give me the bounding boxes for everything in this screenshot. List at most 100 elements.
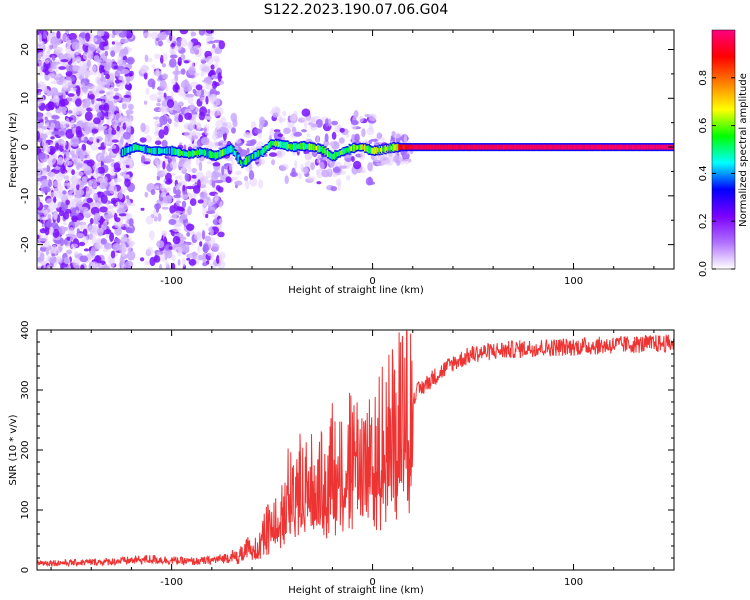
heatmap-cell	[514, 144, 518, 150]
heatmap-point	[210, 64, 215, 70]
heatmap-point	[39, 133, 48, 140]
heatmap-cell	[221, 149, 225, 157]
heatmap-point	[353, 160, 362, 170]
heatmap-point	[105, 79, 111, 89]
heatmap-point	[113, 95, 120, 100]
heatmap-point	[80, 264, 85, 269]
heatmap-point	[211, 133, 218, 141]
heatmap-point	[179, 30, 189, 35]
heatmap-cell	[592, 144, 595, 150]
heatmap-cell	[338, 150, 341, 157]
heatmap-point	[139, 137, 147, 143]
heatmap-point	[59, 140, 67, 147]
heatmap-cell	[342, 148, 345, 155]
heatmap-point	[47, 213, 52, 220]
heatmap-cell	[183, 150, 186, 157]
heatmap-point	[248, 170, 255, 180]
heatmap-point	[128, 70, 134, 77]
heatmap-cell	[594, 144, 597, 150]
heatmap-point	[234, 180, 243, 186]
heatmap-cell	[397, 144, 401, 151]
heatmap-cell	[636, 144, 639, 150]
heatmap-cell	[552, 144, 555, 150]
heatmap-cell	[317, 144, 320, 153]
heatmap-point	[218, 254, 223, 263]
heatmap-point	[187, 96, 194, 105]
heatmap-point	[45, 246, 50, 256]
heatmap-cell	[211, 151, 214, 158]
heatmap-cell	[267, 143, 270, 150]
heatmap-cell	[605, 144, 608, 150]
heatmap-cell	[419, 144, 422, 150]
heatmap-point	[75, 56, 82, 62]
heatmap-cell	[576, 144, 579, 150]
heatmap-point	[161, 187, 169, 195]
heatmap-cell	[285, 141, 288, 150]
heatmap-cell	[555, 144, 558, 150]
heatmap-point	[297, 172, 303, 179]
heatmap-cell	[623, 144, 626, 150]
heatmap-cell	[602, 144, 606, 150]
heatmap-point	[78, 105, 87, 115]
heatmap-point	[146, 246, 154, 256]
heatmap-point	[40, 260, 47, 266]
heatmap-cell	[640, 144, 643, 150]
heatmap-cell	[356, 145, 360, 150]
heatmap-point	[184, 172, 189, 182]
heatmap-cell	[513, 144, 516, 150]
heatmap-point	[51, 244, 58, 254]
heatmap-cell	[629, 144, 632, 150]
heatmap-cell	[346, 147, 349, 153]
heatmap-cell	[424, 144, 427, 150]
heatmap-point	[125, 164, 130, 169]
heatmap-point	[63, 85, 68, 91]
heatmap-cell	[318, 145, 321, 153]
heatmap-cell	[244, 157, 247, 166]
heatmap-point	[218, 40, 226, 50]
heatmap-point	[103, 228, 112, 235]
heatmap-cell	[649, 144, 653, 150]
heatmap-cell	[589, 144, 592, 150]
heatmap-cell	[478, 144, 481, 150]
heatmap-cell	[162, 148, 165, 154]
heatmap-cell	[587, 144, 590, 150]
heatmap-cell	[625, 144, 628, 150]
heatmap-point	[272, 112, 279, 118]
heatmap-point	[64, 76, 73, 87]
heatmap-point	[104, 155, 112, 164]
heatmap-cell	[160, 148, 163, 154]
heatmap-point	[64, 174, 70, 182]
heatmap-cell	[391, 143, 395, 152]
heatmap-point	[187, 206, 192, 216]
heatmap-cell	[288, 144, 291, 149]
heatmap-point	[54, 120, 61, 130]
heatmap-cell	[233, 150, 237, 156]
heatmap-point	[44, 225, 50, 236]
heatmap-point	[105, 90, 114, 100]
heatmap-point	[79, 224, 83, 230]
heatmap-point	[217, 72, 222, 82]
heatmap-point	[162, 52, 168, 62]
heatmap-cell	[315, 145, 319, 151]
heatmap-point	[88, 136, 94, 142]
heatmap-point	[161, 206, 169, 210]
heatmap-cell	[384, 145, 387, 153]
heatmap-point	[173, 186, 177, 195]
heatmap-point	[43, 144, 51, 152]
heatmap-point	[63, 157, 70, 167]
heatmap-cell	[335, 151, 338, 159]
heatmap-point	[47, 179, 53, 188]
heatmap-cell	[197, 150, 200, 155]
heatmap-cell	[309, 143, 313, 150]
heatmap-point	[207, 109, 211, 114]
heatmap-cell	[655, 144, 659, 150]
heatmap-point	[205, 213, 209, 219]
heatmap-cell	[578, 144, 581, 150]
heatmap-cell	[247, 156, 250, 164]
heatmap-point	[215, 97, 221, 106]
heatmap-cell	[201, 149, 204, 155]
heatmap-cell	[256, 150, 259, 158]
heatmap-cell	[654, 144, 657, 150]
heatmap-point	[81, 222, 86, 226]
heatmap-point	[37, 60, 42, 64]
